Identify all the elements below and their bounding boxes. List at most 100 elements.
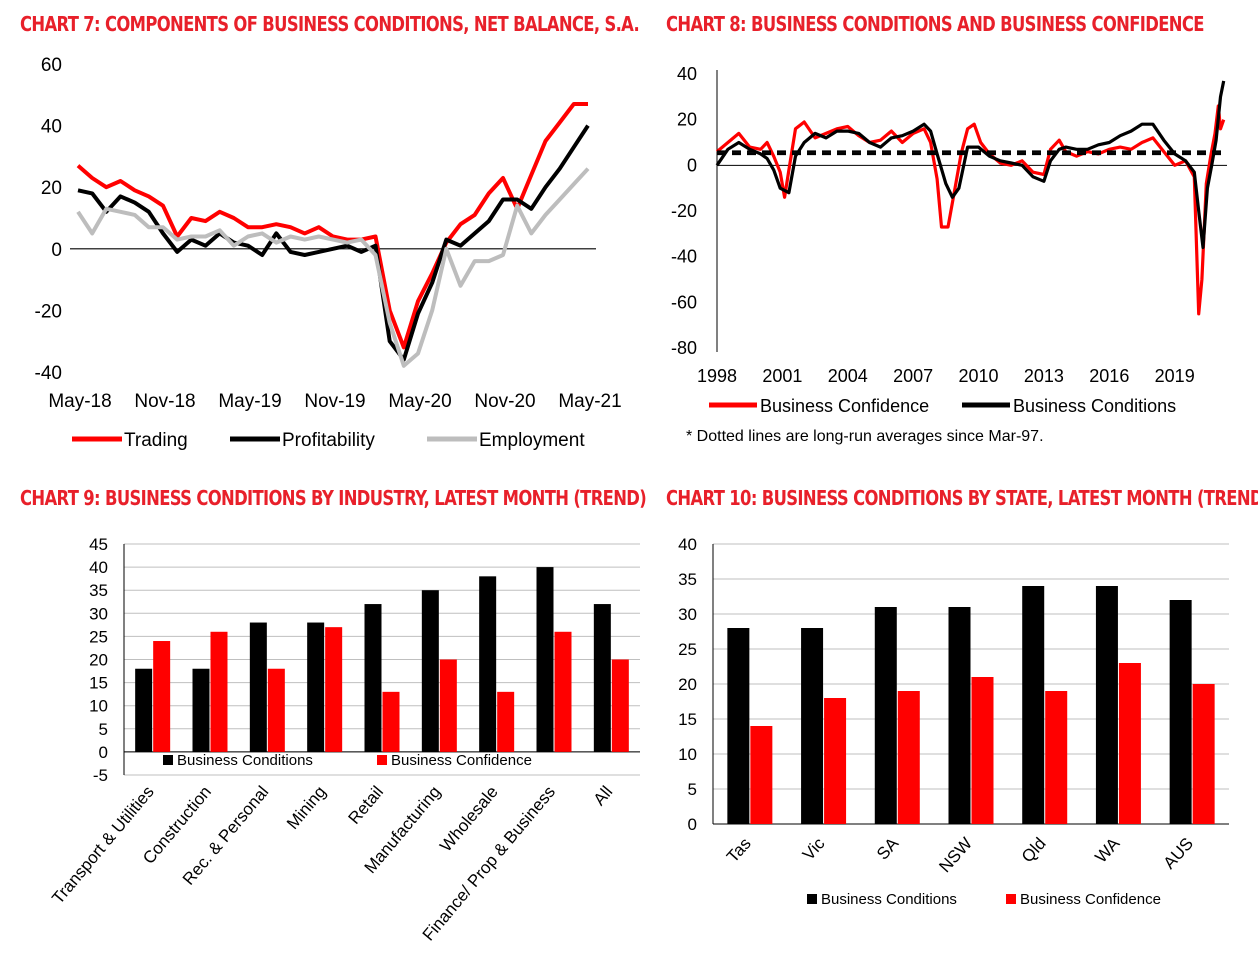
bar-business-conditions xyxy=(249,622,267,752)
chart-9-panel: CHART 9: BUSINESS CONDITIONS BY INDUSTRY… xyxy=(0,470,647,960)
bar-business-confidence xyxy=(971,677,994,824)
y-tick-label: 40 xyxy=(89,558,108,577)
x-tick-label: 1998 xyxy=(697,366,737,386)
x-tick-label: May-18 xyxy=(48,391,111,412)
y-tick-label: 30 xyxy=(678,605,697,624)
x-category-label: Vic xyxy=(799,834,829,864)
bar-business-conditions xyxy=(364,604,382,752)
x-category-label: Mining xyxy=(283,782,330,833)
y-tick-label: -80 xyxy=(671,338,697,358)
x-tick-label: 2001 xyxy=(762,366,802,386)
series-line-trading xyxy=(76,102,588,350)
chart-10-panel: CHART 10: BUSINESS CONDITIONS BY STATE, … xyxy=(629,470,1258,960)
bar-business-confidence xyxy=(267,668,285,752)
y-tick-label: 15 xyxy=(678,710,697,729)
bar-business-conditions xyxy=(1169,600,1192,824)
x-tick-label: 2004 xyxy=(828,366,868,386)
bar-business-confidence xyxy=(750,726,773,824)
series-line-profitability xyxy=(77,124,590,362)
x-category-label: Tas xyxy=(723,834,755,866)
y-tick-label: 40 xyxy=(677,64,697,84)
legend-label-profitability: Profitability xyxy=(282,430,375,451)
legend-label-business-conditions: Business Conditions xyxy=(1013,396,1176,416)
series-line-business-confidence xyxy=(715,104,1226,316)
y-tick-label: 40 xyxy=(41,117,62,138)
y-tick-label: -60 xyxy=(671,292,697,312)
y-tick-label: -5 xyxy=(93,766,108,785)
series-line-business-conditions xyxy=(715,80,1226,250)
x-category-label: WA xyxy=(1091,833,1123,866)
x-tick-label: Nov-18 xyxy=(134,391,195,412)
x-tick-label: Nov-19 xyxy=(304,391,365,412)
y-tick-label: 0 xyxy=(51,240,62,261)
x-category-label: SA xyxy=(873,833,903,863)
legend-label-employment: Employment xyxy=(479,430,585,451)
x-category-label: AUS xyxy=(1160,834,1198,873)
y-tick-label: 15 xyxy=(89,674,108,693)
bar-business-conditions xyxy=(874,607,897,824)
chart-8-footnote: * Dotted lines are long-run averages sin… xyxy=(686,428,1044,445)
y-tick-label: 10 xyxy=(89,697,108,716)
bar-business-confidence xyxy=(325,627,343,752)
bar-business-confidence xyxy=(897,691,920,824)
legend-label-business-confidence: Business Confidence xyxy=(1020,891,1161,908)
y-tick-label: 25 xyxy=(89,627,108,646)
bar-business-confidence xyxy=(497,691,515,752)
series-line-employment xyxy=(76,167,590,368)
y-tick-label: -40 xyxy=(671,247,697,267)
y-tick-label: -20 xyxy=(35,301,62,322)
y-tick-label: 20 xyxy=(89,651,108,670)
legend-label-business-conditions: Business Conditions xyxy=(177,752,313,769)
x-tick-label: 2019 xyxy=(1155,366,1195,386)
x-tick-label: 2007 xyxy=(893,366,933,386)
legend-label-business-confidence: Business Confidence xyxy=(760,396,929,416)
bar-business-conditions xyxy=(1022,586,1045,824)
bar-business-conditions xyxy=(1095,586,1118,824)
x-category-label: NSW xyxy=(935,834,976,876)
bar-business-confidence xyxy=(1118,663,1141,824)
bar-business-confidence xyxy=(210,631,228,752)
bar-business-confidence xyxy=(1192,684,1215,824)
bar-business-conditions xyxy=(307,622,325,752)
y-tick-label: 35 xyxy=(678,570,697,589)
legend-swatch-business-confidence xyxy=(1006,894,1016,904)
bar-business-conditions xyxy=(948,607,971,824)
x-tick-label: May-21 xyxy=(558,391,621,412)
y-tick-label: 35 xyxy=(89,581,108,600)
chart-8-panel: CHART 8: BUSINESS CONDITIONS AND BUSINES… xyxy=(629,0,1258,470)
chart-7-title: CHART 7: COMPONENTS OF BUSINESS CONDITIO… xyxy=(20,12,640,36)
legend-swatch-business-conditions xyxy=(807,894,817,904)
chart-9-title: CHART 9: BUSINESS CONDITIONS BY INDUSTRY… xyxy=(20,486,647,510)
legend-label-business-conditions: Business Conditions xyxy=(821,891,957,908)
y-tick-label: -20 xyxy=(671,201,697,221)
y-tick-label: 20 xyxy=(41,178,62,199)
y-tick-label: -40 xyxy=(35,363,62,384)
bar-business-conditions xyxy=(593,604,611,752)
legend-label-trading: Trading xyxy=(124,430,188,451)
bar-business-confidence xyxy=(153,641,171,752)
chart-10-title: CHART 10: BUSINESS CONDITIONS BY STATE, … xyxy=(666,486,1258,510)
y-tick-label: 40 xyxy=(678,535,697,554)
bar-business-confidence xyxy=(611,659,629,752)
x-category-label: Qld xyxy=(1018,834,1050,866)
bar-business-conditions xyxy=(192,668,210,752)
x-tick-label: May-19 xyxy=(218,391,281,412)
y-tick-label: 0 xyxy=(99,743,108,762)
y-tick-label: 30 xyxy=(89,604,108,623)
y-tick-label: 25 xyxy=(678,640,697,659)
legend-label-business-confidence: Business Confidence xyxy=(391,752,532,769)
bar-business-conditions xyxy=(727,628,750,824)
bar-business-confidence xyxy=(439,659,457,752)
bar-business-confidence xyxy=(824,698,847,824)
x-category-label: All xyxy=(590,782,617,809)
y-tick-label: 60 xyxy=(41,55,62,76)
x-category-label: Retail xyxy=(345,782,387,828)
legend-swatch-business-conditions xyxy=(163,755,173,765)
bar-business-confidence xyxy=(382,691,400,752)
bar-business-conditions xyxy=(421,590,439,752)
y-tick-label: 20 xyxy=(678,675,697,694)
x-tick-label: May-20 xyxy=(388,391,451,412)
y-tick-label: 5 xyxy=(688,780,697,799)
